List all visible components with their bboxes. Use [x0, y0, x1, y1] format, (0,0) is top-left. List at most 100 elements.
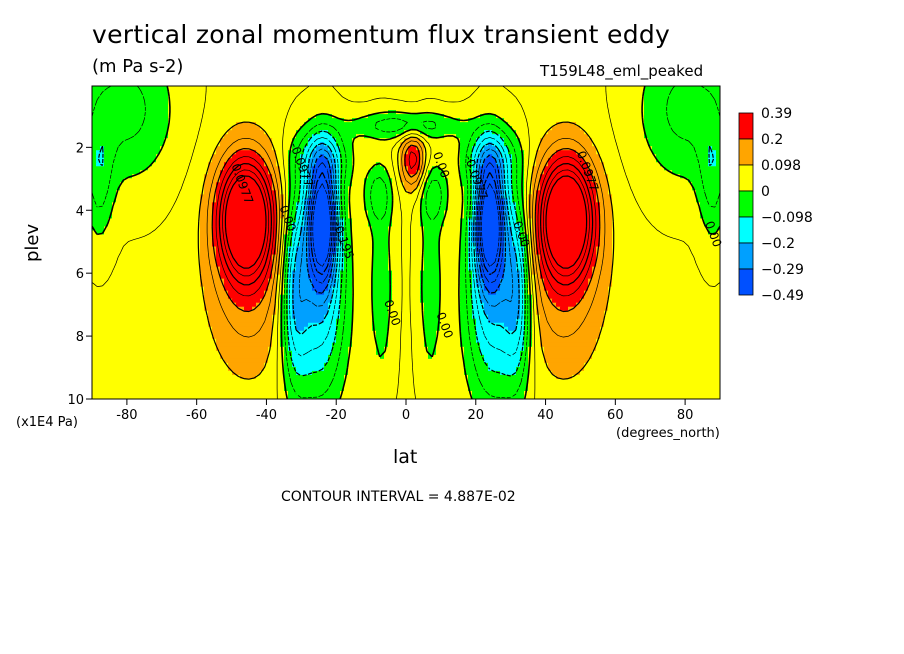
field-cell: [148, 166, 209, 171]
field-cell: [576, 122, 645, 127]
field-cell: [276, 222, 281, 228]
field-cell: [276, 294, 281, 300]
field-cell: [352, 118, 461, 123]
field-cell: [500, 150, 509, 155]
field-cell: [264, 366, 285, 372]
field-cell: [292, 138, 309, 143]
field-cell: [468, 382, 529, 388]
field-cell: [408, 166, 421, 171]
field-cell: [480, 342, 525, 348]
field-cell: [328, 130, 405, 135]
field-cell: [288, 214, 297, 220]
field-cell: [92, 270, 201, 276]
field-cell: [608, 178, 689, 183]
field-cell: [388, 234, 425, 240]
field-cell: [524, 190, 533, 195]
field-cell: [252, 306, 277, 312]
field-cell: [420, 210, 445, 216]
field-cell: [520, 142, 541, 147]
field-cell: [292, 358, 329, 364]
field-cell: [388, 330, 425, 336]
field-cell: [524, 218, 533, 224]
field-cell: [352, 142, 401, 147]
field-cell: [596, 262, 613, 268]
field-cell: [308, 218, 337, 224]
field-cell: [476, 206, 505, 211]
field-cell: [472, 186, 477, 191]
field-cell: [348, 370, 465, 376]
field-cell: [312, 166, 333, 171]
field-cell: [460, 234, 469, 240]
field-cell: [168, 110, 389, 115]
field-cell: [228, 158, 265, 163]
field-cell: [288, 330, 337, 336]
field-cell: [504, 198, 509, 203]
field-cell: [476, 234, 505, 240]
field-cell: [532, 238, 537, 244]
field-cell: [484, 282, 501, 288]
field-cell: [292, 286, 313, 292]
field-cell: [424, 142, 461, 147]
field-cell: [592, 266, 613, 272]
field-cell: [424, 318, 441, 324]
field-cell: [600, 230, 613, 236]
field-cell: [516, 262, 525, 268]
field-cell: [608, 306, 720, 312]
field-cell: [372, 166, 385, 171]
field-cell: [388, 318, 425, 324]
field-cell: [600, 234, 613, 240]
field-cell: [352, 166, 373, 171]
field-cell: [376, 346, 385, 352]
field-cell: [292, 350, 333, 356]
field-cell: [352, 222, 369, 228]
field-cell: [528, 198, 537, 203]
field-cell: [524, 302, 533, 308]
field-cell: [392, 210, 421, 216]
field-cell: [216, 262, 273, 268]
field-cell: [280, 174, 289, 179]
field-cell: [604, 162, 661, 167]
field-cell: [480, 266, 505, 272]
x-tick-label: -40: [256, 408, 277, 423]
x-tick-label: 0: [402, 408, 410, 423]
field-cell: [512, 198, 525, 203]
field-cell: [520, 146, 541, 151]
field-cell: [348, 194, 365, 199]
field-cell: [284, 350, 293, 356]
field-cell: [440, 282, 461, 288]
field-cell: [392, 186, 405, 191]
field-cell: [92, 98, 169, 103]
field-cell: [516, 322, 525, 328]
field-cell: [284, 362, 293, 368]
y-axis-units: (x1E4 Pa): [16, 415, 78, 430]
field-cell: [512, 182, 525, 187]
field-cell: [472, 178, 477, 183]
field-cell: [208, 318, 273, 324]
field-cell: [348, 358, 465, 364]
field-cell: [304, 214, 309, 220]
field-cell: [372, 262, 389, 268]
field-cell: [532, 326, 541, 332]
field-cell: [536, 234, 601, 240]
field-cell: [332, 170, 337, 175]
field-cell: [612, 258, 720, 264]
field-cell: [132, 174, 205, 179]
field-cell: [420, 178, 429, 183]
field-cell: [332, 346, 349, 352]
field-cell: [220, 354, 269, 360]
field-cell: [536, 286, 545, 292]
field-cell: [328, 310, 341, 316]
field-cell: [644, 130, 720, 135]
field-cell: [296, 258, 309, 264]
field-cell: [260, 370, 285, 376]
field-cell: [372, 226, 389, 232]
field-cell: [524, 246, 529, 252]
field-cell: [332, 154, 341, 159]
field-cell: [524, 154, 537, 159]
field-cell: [344, 262, 353, 268]
field-cell: [460, 274, 473, 280]
field-cell: [288, 346, 333, 352]
field-cell: [468, 246, 477, 252]
field-cell: [352, 266, 373, 272]
